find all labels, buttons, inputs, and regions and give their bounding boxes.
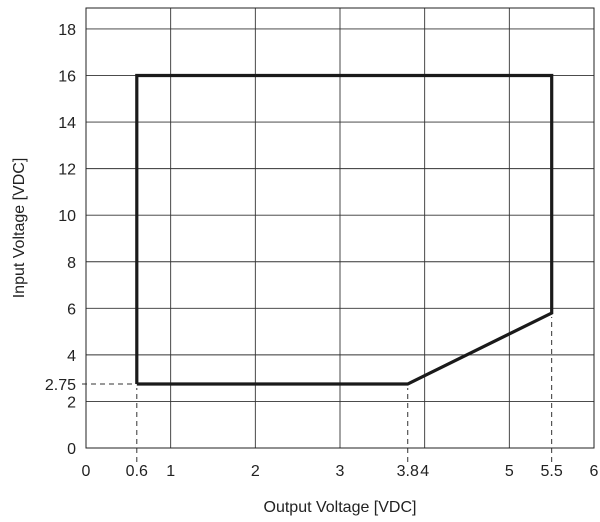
- x-tick-label: 3.8: [397, 463, 419, 480]
- y-tick-label: 12: [58, 162, 76, 179]
- x-tick-label: 0: [82, 463, 91, 480]
- operating-region-line: [135, 73, 554, 386]
- x-tick-label: 4: [420, 463, 429, 480]
- x-tick-label: 2: [251, 463, 260, 480]
- x-tick-label: 5.5: [541, 463, 563, 480]
- x-axis-title: Output Voltage [VDC]: [264, 499, 417, 516]
- x-tick-label: 6: [590, 463, 599, 480]
- y-tick-label: 18: [58, 22, 76, 39]
- y-tick-label: 4: [67, 348, 76, 365]
- y-tick-label: 16: [58, 69, 76, 86]
- x-tick-label: 3: [336, 463, 345, 480]
- y-tick-label: 2: [67, 394, 76, 411]
- reference-lines-layer: [82, 316, 553, 462]
- y-tick-label: 14: [58, 115, 76, 132]
- y-tick-label: 10: [58, 208, 76, 225]
- y-tick-label: 6: [67, 301, 76, 318]
- y-tick-label: 8: [67, 255, 76, 272]
- x-tick-label: 1: [166, 463, 175, 480]
- plot-frame: [85, 7, 595, 449]
- x-tick-label: 5: [505, 463, 514, 480]
- x-tick-label: 0.6: [126, 463, 148, 480]
- y-tick-label: 0: [67, 441, 76, 458]
- series-layer: [135, 73, 554, 386]
- y-tick-label: 2.75: [45, 377, 76, 394]
- y-axis-title: Input Voltage [VDC]: [11, 158, 28, 299]
